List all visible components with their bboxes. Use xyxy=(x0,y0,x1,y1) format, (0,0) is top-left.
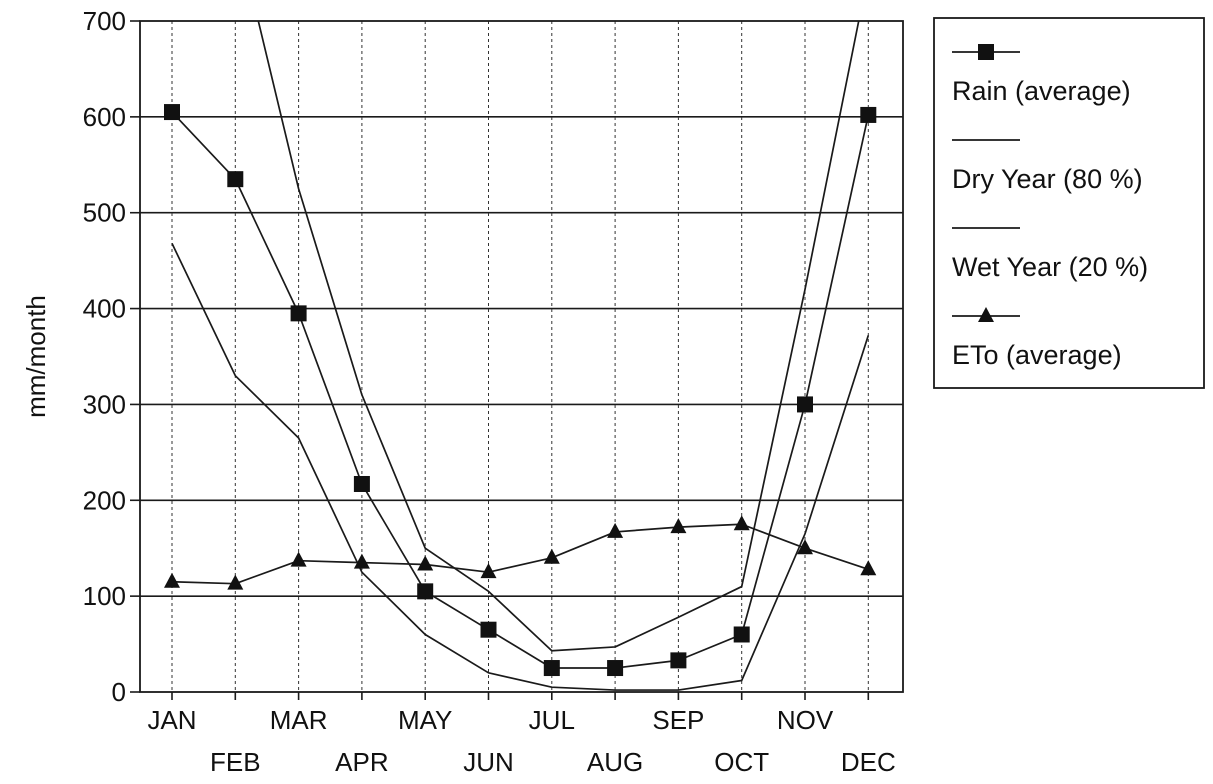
x-tick-label: SEP xyxy=(652,705,704,735)
legend: Rain (average) Dry Year (80 %) Wet Year (2… xyxy=(933,17,1205,389)
y-tick-label: 200 xyxy=(83,485,126,515)
y-tick-label: 700 xyxy=(83,6,126,36)
data-point xyxy=(860,560,877,576)
legend-label: Rain (average) xyxy=(952,76,1131,106)
data-point xyxy=(670,518,687,534)
series-4 xyxy=(164,515,877,590)
grid-layer xyxy=(140,21,903,692)
y-tick-label: 0 xyxy=(112,677,126,707)
x-tick-label: JAN xyxy=(147,705,196,735)
data-point xyxy=(733,515,750,531)
data-point xyxy=(164,572,180,588)
y-axis-label: mm/month xyxy=(21,295,51,418)
series-line xyxy=(257,21,860,652)
x-tick-label: MAY xyxy=(398,705,452,735)
x-tick-label: FEB xyxy=(210,747,261,777)
data-point xyxy=(290,551,307,567)
x-tick-label: NOV xyxy=(777,705,834,735)
legend-item: Wet Year (20 %) xyxy=(952,227,1148,282)
series-2 xyxy=(171,243,870,691)
data-point xyxy=(417,555,434,571)
legend-item: Rain (average) xyxy=(952,44,1131,106)
data-point xyxy=(353,475,370,492)
legend-marker xyxy=(978,307,994,322)
legend-item: Dry Year (80 %) xyxy=(952,139,1143,194)
y-tick-label: 100 xyxy=(83,581,126,611)
data-point xyxy=(543,660,560,677)
series-1 xyxy=(164,104,877,677)
x-tick-label: JUN xyxy=(463,747,514,777)
plot-area xyxy=(164,21,877,691)
data-point xyxy=(543,548,560,564)
y-tick-label: 300 xyxy=(83,389,126,419)
series-line xyxy=(171,243,870,691)
legend-item: ETo (average) xyxy=(952,307,1122,370)
data-point xyxy=(227,574,244,590)
x-tick-label: MAR xyxy=(270,705,328,735)
x-tick-label: OCT xyxy=(714,747,769,777)
x-tick-label: JUL xyxy=(529,705,575,735)
legend-label: Wet Year (20 %) xyxy=(952,252,1148,282)
data-point xyxy=(164,104,180,121)
data-point xyxy=(480,621,497,638)
legend-marker xyxy=(978,44,994,60)
data-point xyxy=(290,305,307,322)
plot-frame xyxy=(139,20,904,693)
y-tick-label: 500 xyxy=(83,198,126,228)
data-point xyxy=(480,563,497,579)
y-tick-label: 400 xyxy=(83,294,126,324)
data-point xyxy=(797,539,813,555)
data-point xyxy=(353,553,370,569)
data-point xyxy=(417,583,434,600)
data-point xyxy=(860,106,877,123)
y-tick-label: 600 xyxy=(83,102,126,132)
x-tick-label: AUG xyxy=(587,747,643,777)
legend-box xyxy=(933,17,1205,389)
series-layer xyxy=(164,21,877,691)
legend-label: Dry Year (80 %) xyxy=(952,164,1143,194)
data-point xyxy=(227,171,244,188)
series-line xyxy=(171,111,870,669)
data-point xyxy=(797,396,813,413)
series-3 xyxy=(257,21,860,652)
legend-label: ETo (average) xyxy=(952,340,1122,370)
data-point xyxy=(607,660,624,677)
data-point xyxy=(607,522,624,538)
x-tick-label: APR xyxy=(335,747,388,777)
x-tick-label: DEC xyxy=(841,747,896,777)
data-point xyxy=(670,652,687,669)
data-point xyxy=(733,626,750,643)
series-line xyxy=(171,523,869,585)
